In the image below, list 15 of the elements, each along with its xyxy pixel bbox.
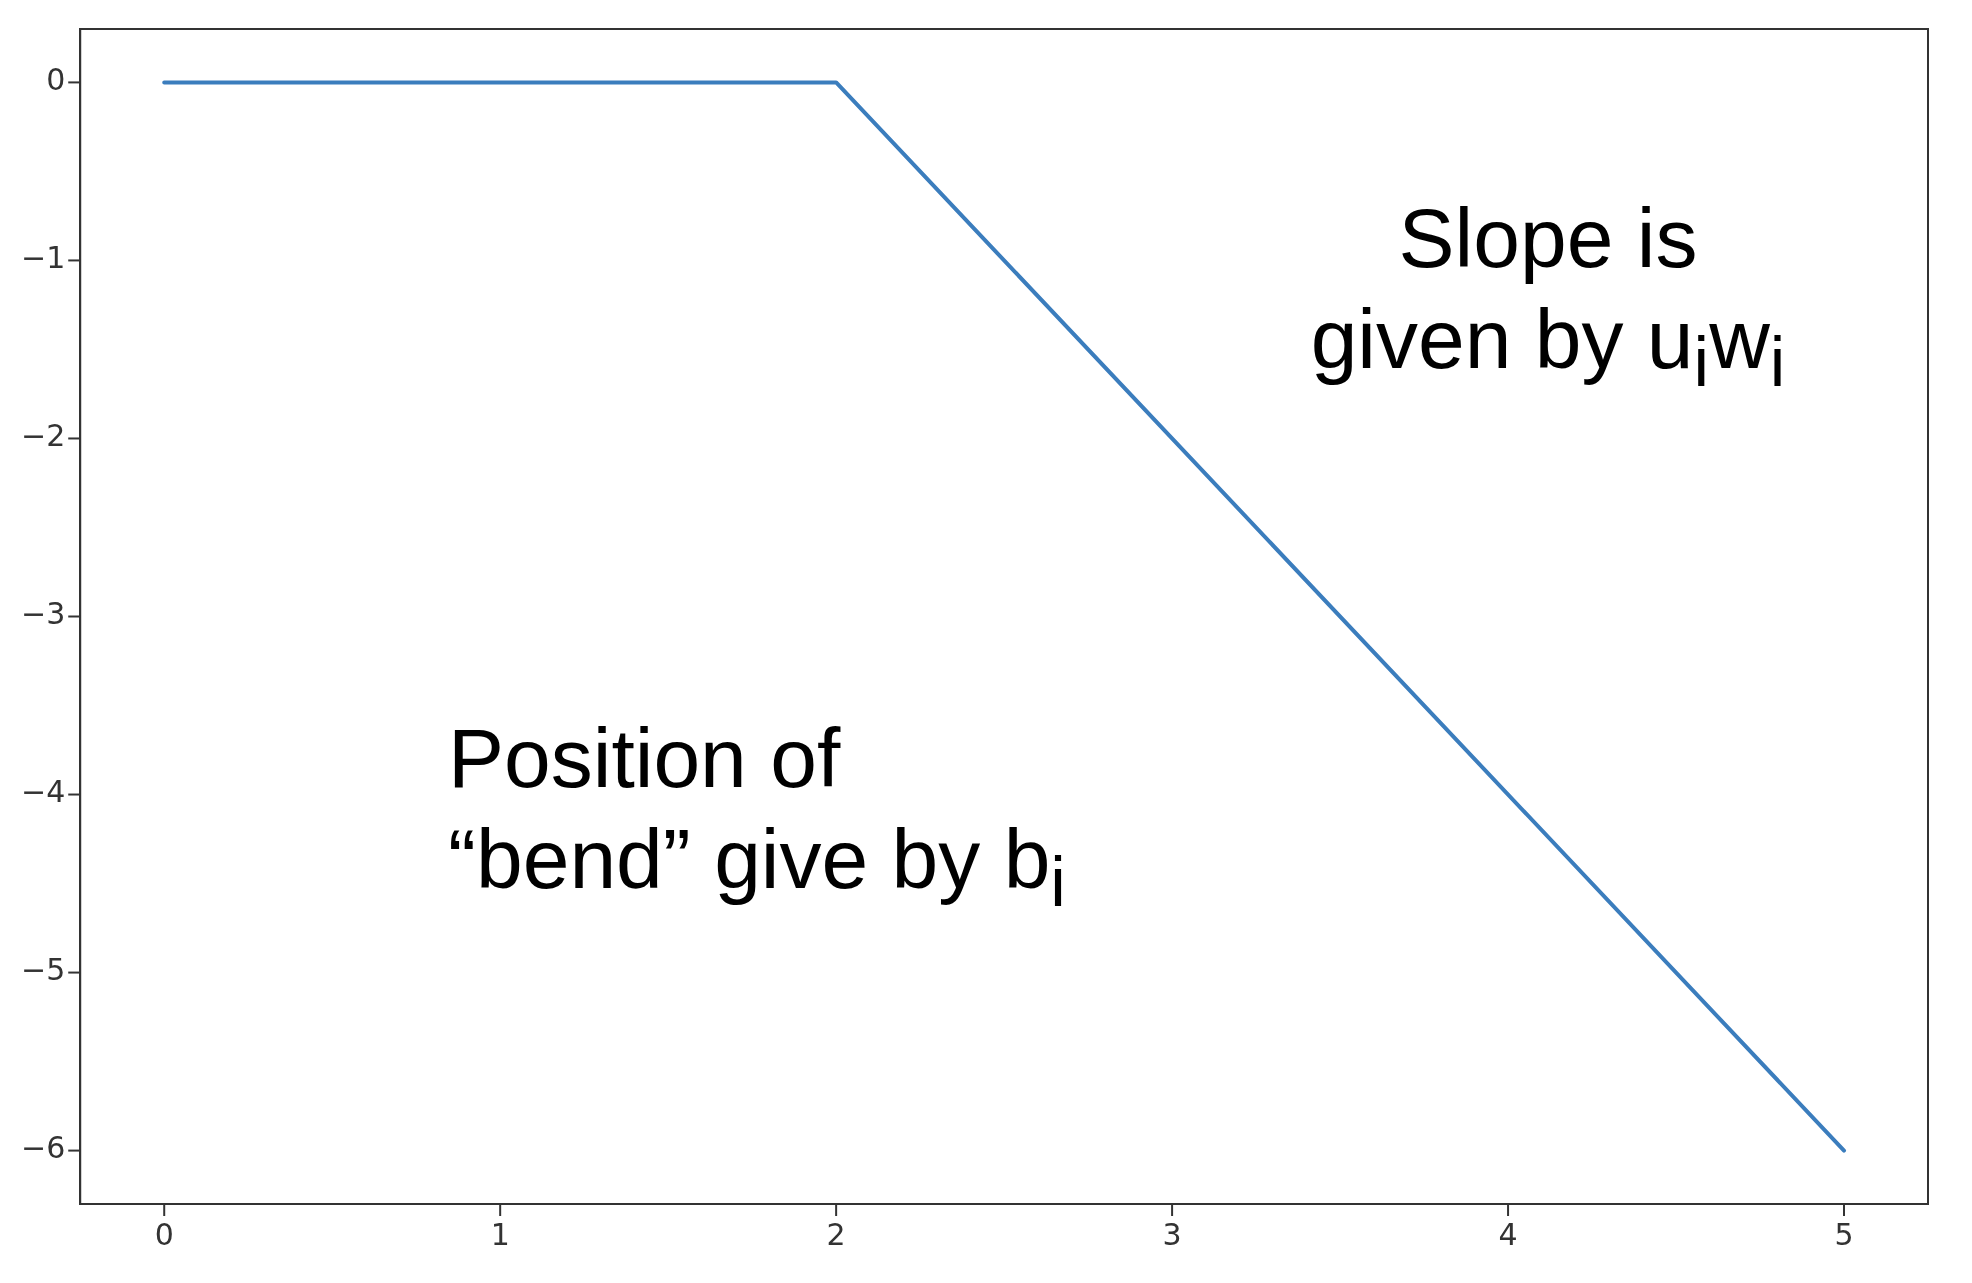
x-tick-label: 5 <box>1834 1216 1854 1252</box>
y-tick-label: −2 <box>20 418 66 454</box>
x-tick-label: 0 <box>154 1216 174 1252</box>
y-tick-label: −1 <box>20 240 66 276</box>
y-tick-label: −3 <box>20 596 66 632</box>
x-tick-label: 2 <box>826 1216 846 1252</box>
y-tick-label: −6 <box>20 1130 66 1166</box>
annotation: Slope is given by u$_{i}$w$_{i}$ <box>1309 190 1787 403</box>
y-tick-label: −5 <box>20 952 66 988</box>
x-tick-label: 3 <box>1162 1216 1182 1252</box>
y-tick-label: −4 <box>20 774 66 810</box>
x-tick-label: 1 <box>490 1216 510 1252</box>
y-tick-label: 0 <box>46 62 66 98</box>
x-tick-label: 4 <box>1498 1216 1518 1252</box>
annotation: Position of “bend” give by b$_{i}$ <box>448 710 1067 923</box>
